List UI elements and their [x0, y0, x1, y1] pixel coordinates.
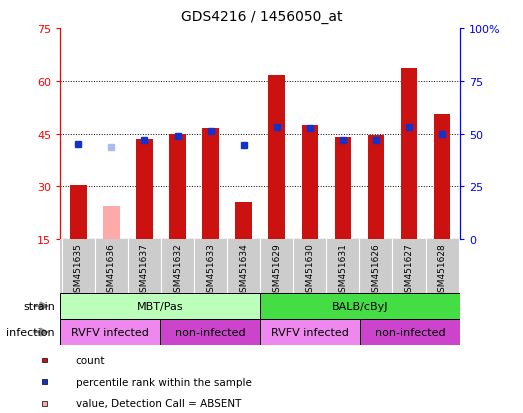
Bar: [360, 319, 460, 345]
Bar: [103, 206, 120, 240]
Text: percentile rank within the sample: percentile rank within the sample: [76, 377, 252, 387]
Bar: [260, 319, 360, 345]
Text: GSM451627: GSM451627: [404, 242, 414, 297]
Text: GSM451628: GSM451628: [438, 242, 447, 297]
Text: GSM451633: GSM451633: [206, 242, 215, 297]
Text: GSM451636: GSM451636: [107, 242, 116, 297]
Text: GSM451626: GSM451626: [371, 242, 380, 297]
Bar: [260, 293, 460, 319]
Text: RVFV infected: RVFV infected: [271, 327, 349, 337]
Bar: [70, 185, 87, 240]
Text: GSM451634: GSM451634: [239, 242, 248, 297]
Text: value, Detection Call = ABSENT: value, Detection Call = ABSENT: [76, 398, 241, 408]
Text: GSM451635: GSM451635: [74, 242, 83, 297]
Bar: [302, 126, 318, 240]
Text: MBT/Pas: MBT/Pas: [137, 301, 184, 311]
Bar: [335, 138, 351, 240]
Text: count: count: [76, 355, 105, 365]
Bar: [401, 69, 417, 240]
Bar: [368, 136, 384, 240]
Text: GSM451632: GSM451632: [173, 242, 182, 297]
Bar: [136, 140, 153, 240]
Text: GSM451630: GSM451630: [305, 242, 314, 297]
Text: GSM451631: GSM451631: [338, 242, 347, 297]
Bar: [434, 115, 450, 240]
Bar: [160, 319, 260, 345]
Text: RVFV infected: RVFV infected: [71, 327, 149, 337]
Bar: [235, 203, 252, 240]
Bar: [268, 76, 285, 240]
Bar: [202, 129, 219, 240]
Text: strain: strain: [23, 301, 55, 311]
Text: non-infected: non-infected: [175, 327, 245, 337]
Text: non-infected: non-infected: [375, 327, 446, 337]
Text: BALB/cByJ: BALB/cByJ: [332, 301, 389, 311]
Bar: [60, 293, 260, 319]
Text: GSM451637: GSM451637: [140, 242, 149, 297]
Text: infection: infection: [6, 327, 55, 337]
Text: GDS4216 / 1456050_at: GDS4216 / 1456050_at: [181, 10, 342, 24]
Text: GSM451629: GSM451629: [272, 242, 281, 297]
Bar: [169, 134, 186, 240]
Bar: [60, 319, 160, 345]
